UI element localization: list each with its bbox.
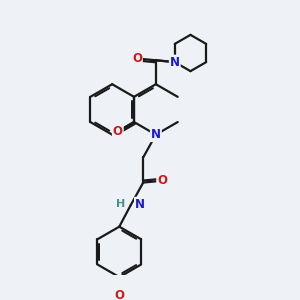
Text: O: O: [113, 125, 123, 138]
Text: N: N: [135, 198, 145, 211]
Text: N: N: [151, 128, 161, 141]
Text: O: O: [157, 174, 167, 187]
Text: N: N: [170, 56, 180, 69]
Text: O: O: [132, 52, 142, 65]
Text: O: O: [114, 289, 124, 300]
Text: H: H: [116, 199, 125, 209]
